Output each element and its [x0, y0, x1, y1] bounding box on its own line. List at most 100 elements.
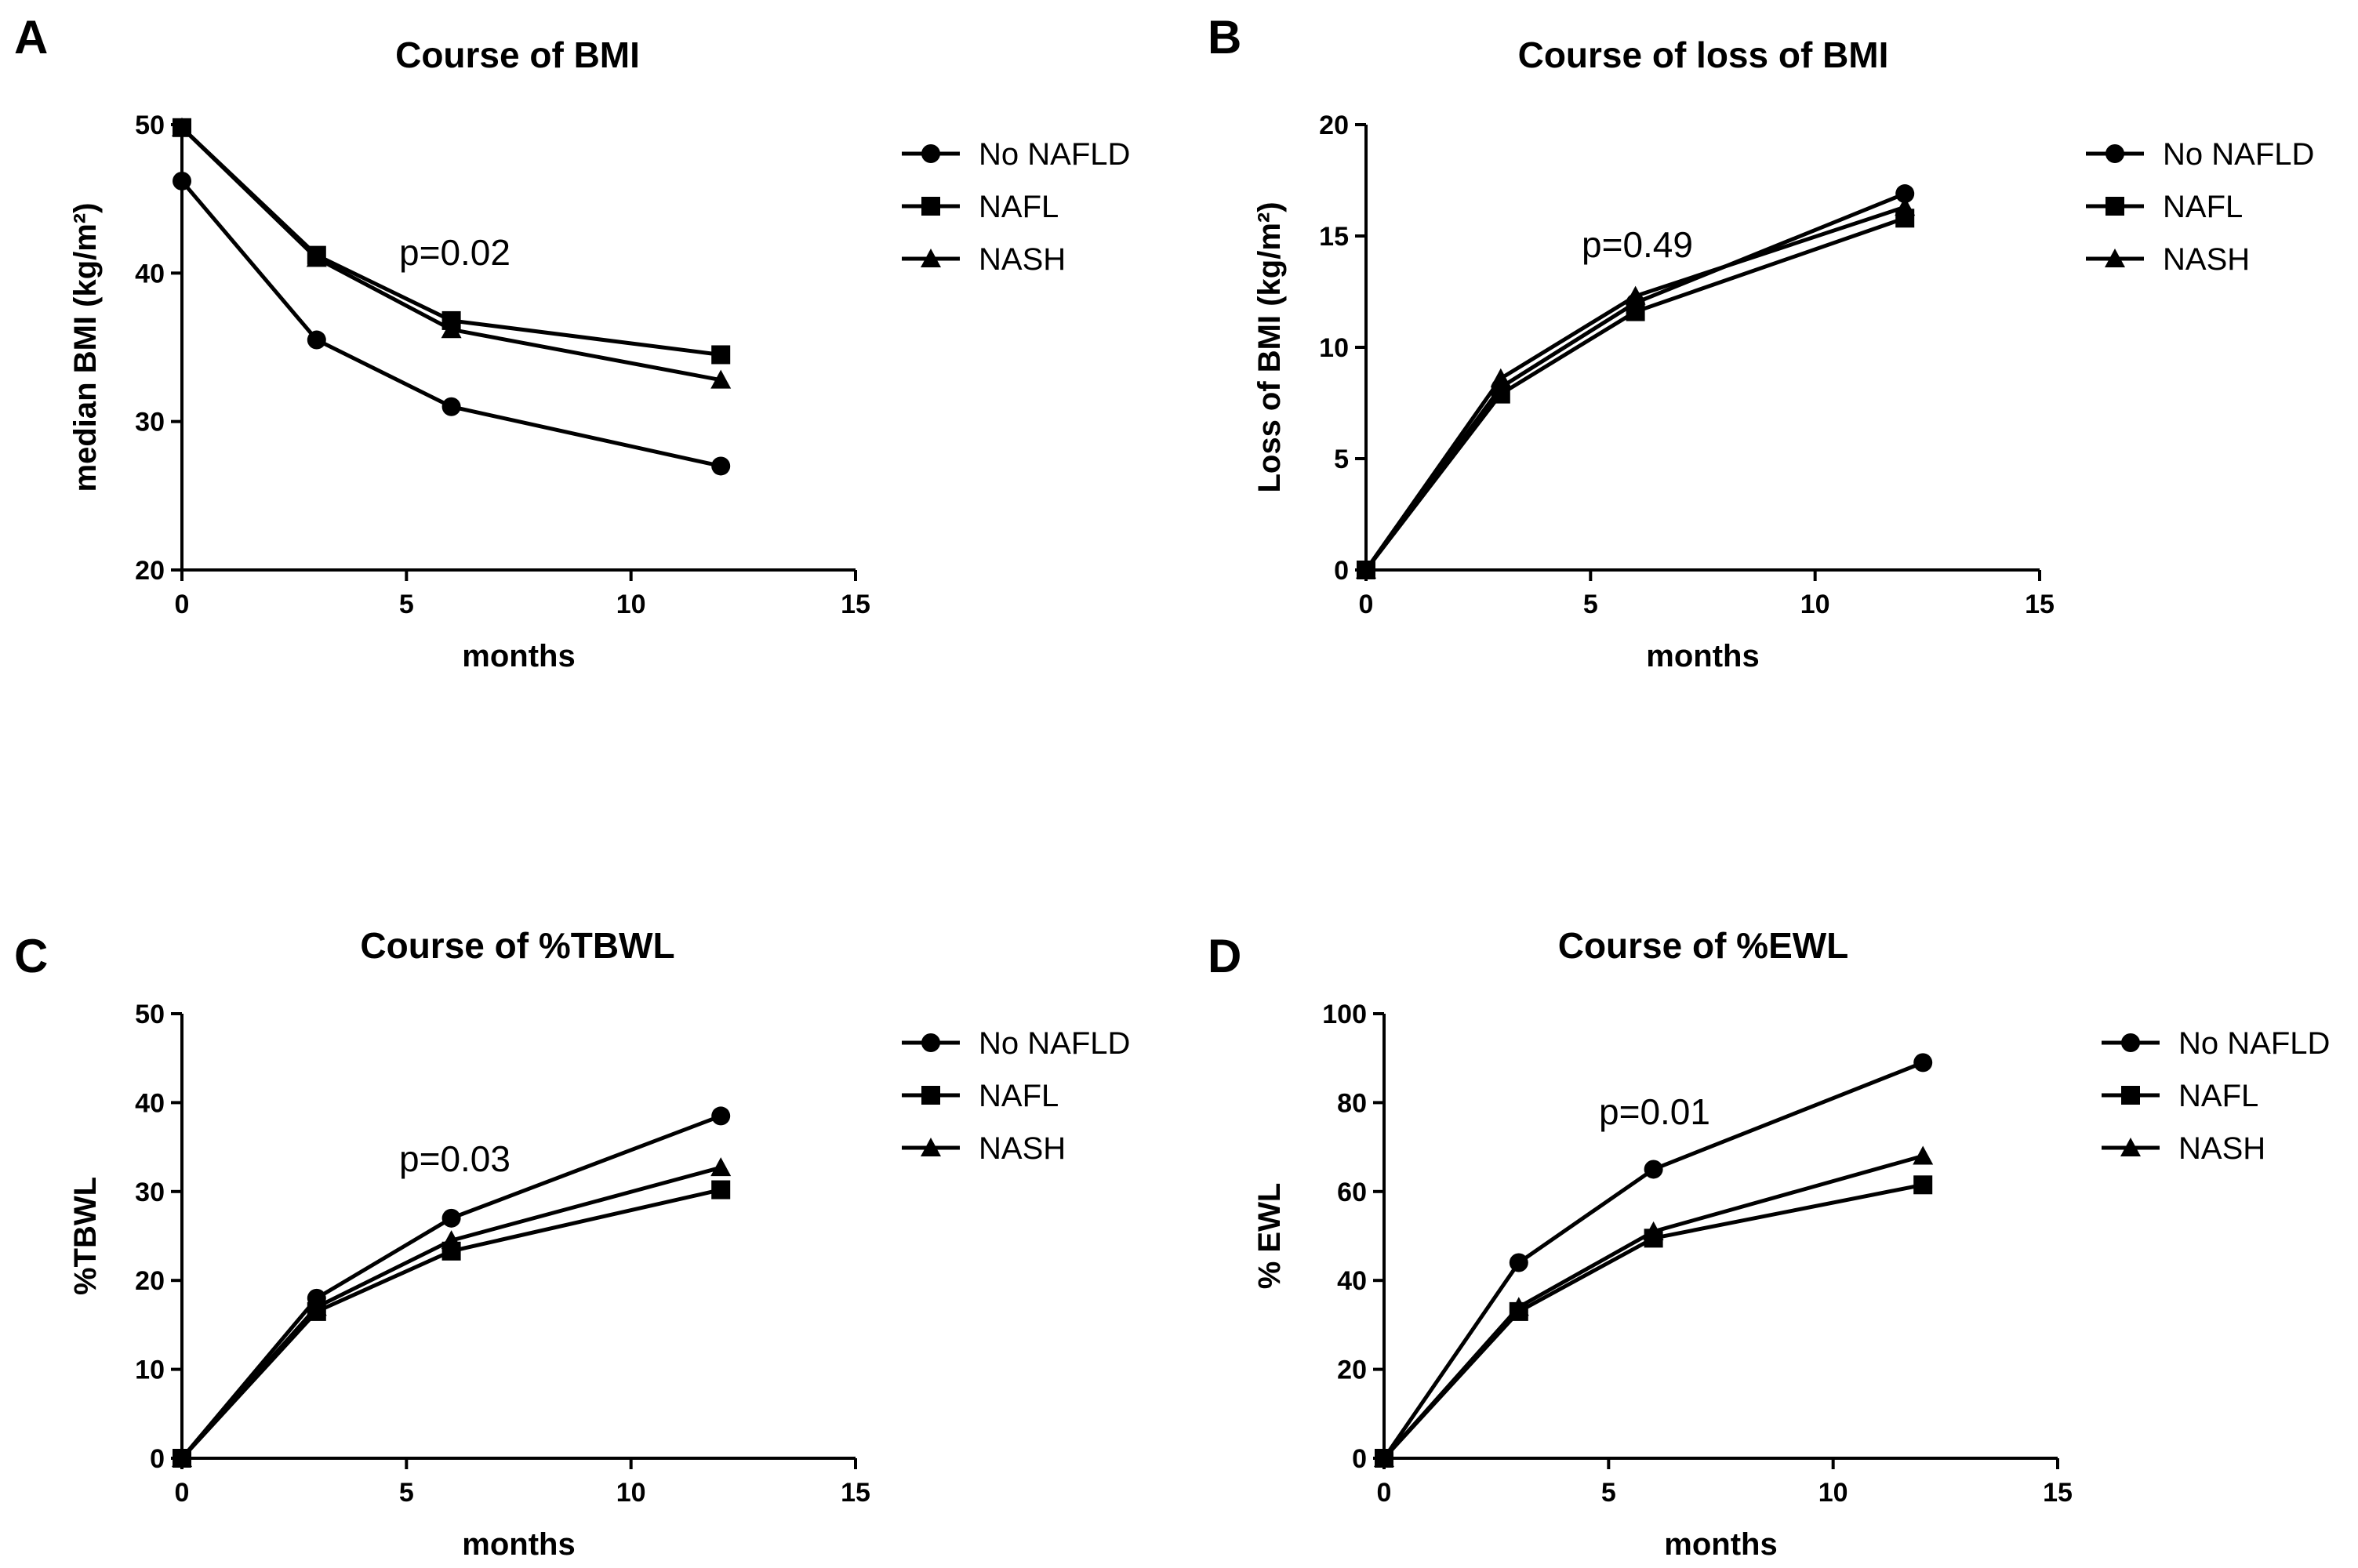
y-tick-label: 0: [1334, 556, 1349, 586]
data-point-no-nafld: [1913, 1053, 1933, 1073]
data-point-nash: [710, 369, 732, 389]
y-axis-label: % EWL: [1252, 1183, 1287, 1290]
legend-label-nafl: NAFL: [979, 190, 1059, 224]
legend-marker-nafl: [2105, 197, 2124, 216]
x-axis-label: months: [1664, 1527, 1777, 1562]
y-tick-label: 30: [135, 408, 165, 437]
chart-title: Course of %TBWL: [360, 925, 674, 966]
y-tick-label: 40: [1337, 1266, 1367, 1296]
legend-label-nash: NASH: [2163, 242, 2250, 277]
legend-marker-nafl: [921, 1086, 940, 1105]
chart-title: Course of BMI: [395, 34, 640, 75]
p-value-annotation: p=0.02: [399, 232, 510, 273]
chart-title: Course of loss of BMI: [1518, 34, 1889, 75]
data-point-nash: [1374, 1448, 1394, 1467]
legend-marker-nash: [2105, 249, 2125, 267]
series-line-nash: [180, 125, 721, 383]
y-tick-label: 100: [1322, 1000, 1367, 1029]
x-tick-label: 5: [399, 590, 414, 619]
panel-letter: B: [1208, 11, 1241, 64]
x-tick-label: 15: [2043, 1478, 2073, 1508]
data-point-nash: [306, 1297, 327, 1316]
y-tick-label: 20: [1319, 111, 1349, 140]
data-point-nash: [1625, 285, 1646, 305]
data-point-nash: [1356, 560, 1376, 579]
legend-marker-nash: [921, 1138, 941, 1156]
p-value-annotation: p=0.49: [1582, 224, 1693, 265]
legend-marker-nafl: [921, 197, 940, 216]
legend-marker-no-nafld: [2121, 1033, 2140, 1052]
legend-label-nafl: NAFL: [2163, 190, 2243, 224]
data-point-nash: [1490, 368, 1511, 387]
data-point-no-nafld: [173, 171, 191, 191]
legend-label-no-nafld: No NAFLD: [2178, 1026, 2330, 1061]
data-point-nafl: [711, 345, 731, 365]
legend-marker-no-nafld: [2105, 144, 2124, 163]
y-tick-label: 50: [135, 1000, 165, 1029]
x-axis-label: months: [1646, 639, 1759, 673]
data-point-no-nafld: [711, 456, 731, 476]
x-tick-label: 10: [616, 1478, 646, 1508]
y-tick-label: 0: [1352, 1444, 1367, 1474]
series-line-no-nafld: [1382, 1061, 1924, 1460]
data-point-no-nafld: [441, 1208, 461, 1228]
x-tick-label: 10: [1800, 590, 1830, 619]
data-point-nash: [1643, 1221, 1664, 1240]
panel-letter: C: [14, 930, 48, 982]
data-point-nafl: [711, 1180, 731, 1200]
legend-marker-nash: [2120, 1138, 2141, 1156]
data-point-nafl: [1626, 302, 1645, 321]
y-axis-label: median BMI (kg/m²): [68, 203, 103, 492]
p-value-annotation: p=0.03: [399, 1138, 510, 1179]
y-tick-label: 30: [135, 1178, 165, 1207]
series-line-nash: [1382, 1154, 1924, 1460]
y-tick-label: 5: [1334, 445, 1349, 474]
x-axis-label: months: [462, 1527, 575, 1562]
data-point-nash: [1508, 1297, 1529, 1316]
y-tick-label: 20: [135, 1266, 165, 1296]
data-point-nash: [1913, 1145, 1934, 1165]
x-axis-label: months: [462, 639, 575, 673]
data-point-no-nafld: [1644, 1160, 1663, 1179]
data-point-no-nafld: [1895, 184, 1915, 204]
chart-panel-b: B Course of loss of BMI 0 5 10 15 20 0 5 10 15 mont…: [1208, 11, 2314, 673]
y-tick-label: 15: [1319, 222, 1349, 252]
x-tick-label: 15: [841, 590, 870, 619]
legend-marker-nash: [921, 249, 941, 267]
chart-panel-c: C Course of %TBWL 0 10 20 30 40 50 0 5 10 15 months%…: [14, 925, 1130, 1562]
legend-marker-no-nafld: [921, 1033, 940, 1052]
y-tick-label: 20: [1337, 1356, 1367, 1385]
legend-marker-nafl: [2121, 1086, 2140, 1105]
panel-letter: D: [1208, 930, 1241, 982]
series-line-no-nafld: [180, 1114, 722, 1460]
series-line-nafl: [180, 1188, 721, 1460]
y-tick-label: 60: [1337, 1178, 1367, 1207]
p-value-annotation: p=0.01: [1599, 1091, 1710, 1132]
y-tick-label: 50: [135, 111, 165, 140]
x-tick-label: 10: [1818, 1478, 1848, 1508]
chart-title: Course of %EWL: [1558, 925, 1849, 966]
legend-label-nash: NASH: [979, 242, 1066, 277]
x-tick-label: 0: [1377, 1478, 1392, 1508]
legend-label-nash: NASH: [979, 1131, 1066, 1166]
x-tick-label: 15: [2025, 590, 2055, 619]
legend-label-no-nafld: No NAFLD: [979, 137, 1130, 172]
series-line-nash: [180, 1165, 721, 1460]
data-point-nash: [306, 248, 327, 267]
data-point-nash: [172, 117, 192, 136]
series-line-nash: [1364, 205, 1906, 572]
x-tick-label: 0: [1359, 590, 1374, 619]
series-line-nafl: [1364, 216, 1906, 572]
data-point-nash: [441, 1230, 462, 1250]
x-tick-label: 5: [399, 1478, 414, 1508]
data-point-no-nafld: [307, 330, 326, 350]
x-tick-label: 5: [1583, 590, 1598, 619]
legend-label-nash: NASH: [2178, 1131, 2265, 1166]
legend-label-nafl: NAFL: [979, 1079, 1059, 1113]
legend-label-no-nafld: No NAFLD: [979, 1026, 1130, 1061]
y-tick-label: 40: [135, 1088, 165, 1118]
chart-panel-a: A Course of BMI 20 30 40 50 0 5 10 15 months median…: [14, 11, 1130, 673]
y-tick-label: 0: [150, 1444, 165, 1474]
data-point-nafl: [1913, 1175, 1933, 1195]
